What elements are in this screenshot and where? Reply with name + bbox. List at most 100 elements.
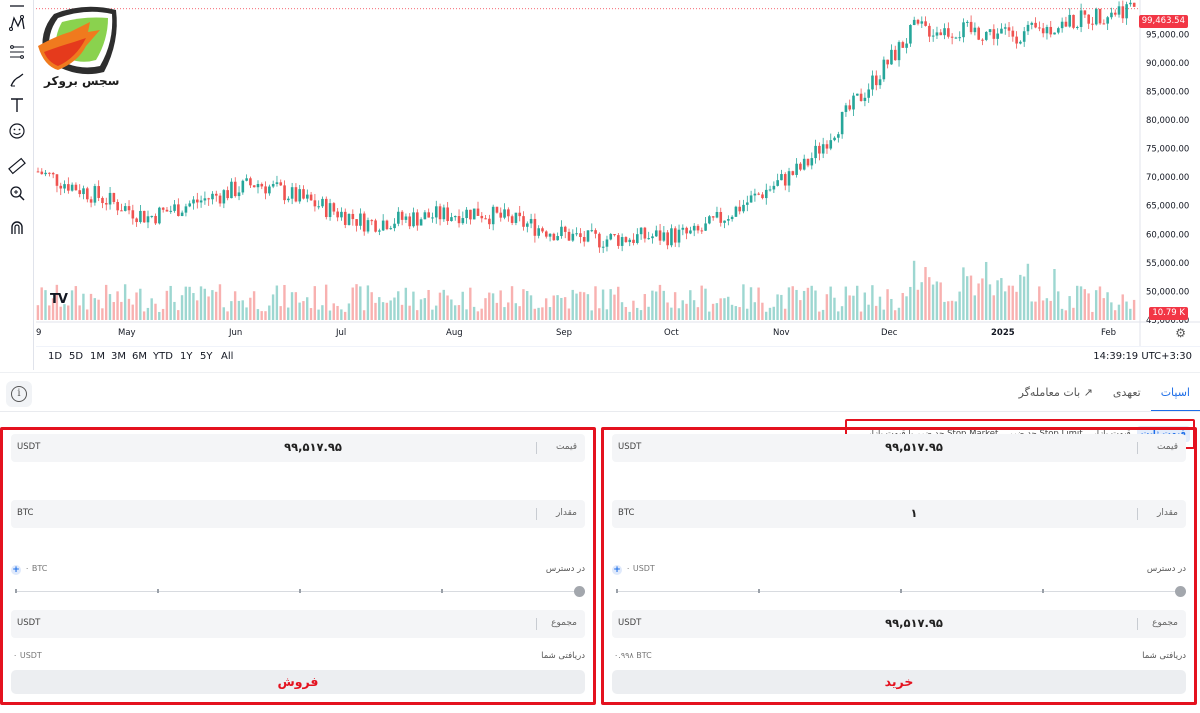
volume-bar [104, 284, 108, 320]
range-1m-button[interactable]: 1M [90, 351, 105, 362]
text-tool-icon[interactable] [6, 94, 28, 116]
y-axis-tick-label: 45,000.00 [1146, 316, 1189, 326]
candle-body [180, 212, 184, 216]
candle-body [969, 21, 973, 33]
chart-settings-gear-icon[interactable]: ⚙ [1175, 326, 1186, 340]
candle-body [1091, 23, 1094, 25]
volume-bar [526, 290, 529, 320]
volume-bar [1098, 286, 1102, 320]
candle-body [685, 227, 688, 234]
candle-body [810, 158, 814, 166]
candle-body [158, 207, 161, 224]
buy-deposit-plus-icon[interactable]: + [612, 565, 622, 575]
range-6m-button[interactable]: 6M [132, 351, 147, 362]
candle-body [848, 105, 852, 110]
buy-amount-field[interactable]: BTC ۱ مقدار [612, 500, 1186, 528]
slider-tick[interactable] [157, 589, 159, 593]
pattern-tool-icon[interactable] [6, 12, 28, 34]
y-axis-tick-label: 75,000.00 [1146, 145, 1189, 155]
sell-price-field[interactable]: USDT ۹۹,۵۱۷.۹۵ قیمت [11, 434, 585, 462]
slider-tick[interactable] [15, 589, 17, 593]
volume-bar [336, 305, 339, 320]
range-5y-button[interactable]: 5Y [200, 351, 213, 362]
candle-body [207, 198, 210, 200]
tab-spot[interactable]: اسپات [1150, 378, 1200, 412]
sell-deposit-plus-icon[interactable]: + [11, 565, 21, 575]
ruler-tool-icon[interactable] [6, 155, 28, 177]
volume-bar [249, 297, 252, 320]
volume-bar [859, 311, 863, 320]
candle-body [1102, 23, 1106, 25]
candle-body [947, 28, 950, 37]
range-1d-button[interactable]: 1D [48, 351, 63, 362]
candle-body [924, 21, 927, 26]
range-all-button[interactable]: All [221, 351, 234, 362]
buy-amount-slider[interactable] [616, 585, 1186, 599]
buy-total-value[interactable]: ۹۹,۵۱۷.۹۵ [885, 616, 943, 630]
candle-body [218, 195, 222, 204]
tab-trading-bot[interactable]: ↗ بات معامله‌گر [1018, 386, 1093, 399]
sell-button[interactable]: فروش [11, 670, 585, 694]
slider-tick[interactable] [1042, 589, 1044, 593]
candle-body [203, 198, 207, 201]
buy-button[interactable]: خرید [612, 670, 1186, 694]
buy-amount-value[interactable]: ۱ [910, 506, 918, 520]
sell-amount-unit: BTC [17, 508, 34, 518]
slider-tick[interactable] [299, 589, 301, 593]
volume-bar [912, 260, 916, 320]
volume-bar [1026, 263, 1030, 320]
volume-bar [617, 286, 620, 320]
slider-tick[interactable] [616, 589, 618, 593]
buy-price-field[interactable]: USDT ۹۹,۵۱۷.۹۵ قیمت [612, 434, 1186, 462]
sell-amount-slider[interactable] [15, 585, 585, 599]
candle-body [336, 211, 339, 218]
sell-total-label: مجموع [551, 618, 577, 628]
trend-line-tool-icon[interactable] [6, 0, 28, 16]
volume-bar [127, 298, 131, 320]
volume-bar [776, 294, 779, 320]
slider-thumb[interactable] [574, 586, 585, 597]
fib-tool-icon[interactable] [6, 41, 28, 63]
sell-amount-field[interactable]: BTC مقدار [11, 500, 585, 528]
slider-tick[interactable] [900, 589, 902, 593]
brush-tool-icon[interactable] [6, 69, 28, 91]
slider-tick[interactable] [758, 589, 760, 593]
range-1y-button[interactable]: 1Y [180, 351, 193, 362]
magnet-tool-icon[interactable] [6, 217, 28, 239]
price-chart[interactable]: 95,000.00 90,000.00 85,000.00 80,000.00 75,0… [36, 0, 1200, 346]
candle-body [700, 230, 704, 232]
tab-futures[interactable]: تعهدی [1112, 386, 1141, 399]
sell-price-label: قیمت [555, 442, 577, 452]
sell-total-field[interactable]: USDT مجموع [11, 610, 585, 638]
buy-price-value[interactable]: ۹۹,۵۱۷.۹۵ [885, 440, 943, 454]
candle-body [404, 216, 408, 220]
candle-body [912, 19, 916, 26]
volume-bar [139, 288, 142, 320]
y-axis-tick-label: 60,000.00 [1146, 230, 1189, 240]
candle-body [658, 230, 662, 241]
range-3m-button[interactable]: 3M [111, 351, 126, 362]
volume-bar [488, 292, 491, 320]
candle-body [491, 206, 495, 225]
volume-bar [582, 292, 586, 320]
candle-body [256, 184, 260, 188]
range-ytd-button[interactable]: YTD [153, 351, 173, 362]
volume-bar [958, 291, 961, 320]
tradingview-logo[interactable]: TV [50, 292, 68, 307]
range-5d-button[interactable]: 5D [69, 351, 84, 362]
volume-bar [571, 289, 574, 320]
emoji-tool-icon[interactable] [6, 120, 28, 142]
volume-bar [252, 291, 256, 320]
buy-total-field[interactable]: USDT ۹۹,۵۱۷.۹۵ مجموع [612, 610, 1186, 638]
volume-bar [643, 294, 646, 320]
zoom-tool-icon[interactable] [6, 182, 28, 204]
sell-price-value[interactable]: ۹۹,۵۱۷.۹۵ [284, 440, 342, 454]
candle-body [662, 232, 666, 241]
candle-body [135, 218, 138, 223]
slider-tick[interactable] [441, 589, 443, 593]
slider-thumb[interactable] [1175, 586, 1186, 597]
candle-body [381, 220, 385, 231]
volume-bar [601, 289, 605, 320]
candle-body [742, 204, 745, 212]
info-button[interactable]: i [6, 381, 32, 407]
